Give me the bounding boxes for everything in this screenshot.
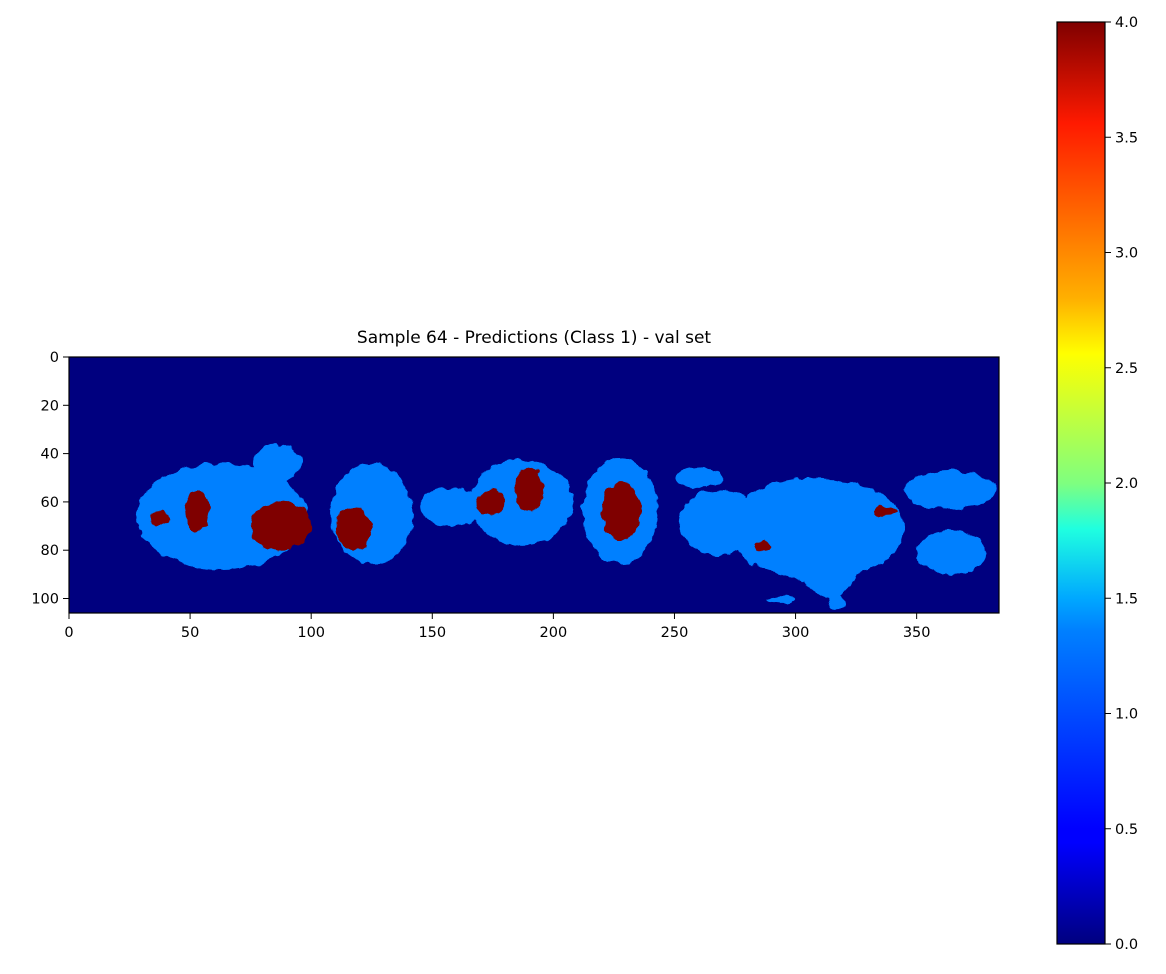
class-1-region: [674, 468, 723, 488]
plot-frame: [68, 356, 1000, 614]
x-tick-label: 150: [418, 625, 446, 641]
class-1-region: [904, 470, 997, 510]
heatmap-regions: [136, 443, 997, 611]
x-tick-label: 350: [903, 625, 931, 641]
class-1-region: [420, 487, 481, 527]
class-4-patch: [148, 511, 171, 527]
x-tick-label: 100: [297, 625, 325, 641]
colorbar-tick-label: 2.0: [1115, 476, 1138, 492]
colorbar-tick-label: 0.5: [1115, 822, 1138, 838]
y-tick-label: 80: [41, 543, 59, 559]
class-4-patch: [185, 489, 210, 531]
colorbar-tick-label: 2.5: [1115, 361, 1138, 377]
y-tick-label: 20: [41, 398, 59, 414]
colorbar: 0.0 0.5 1.0 1.5 2.0 2.5 3.0 3.5 4.0: [1056, 15, 1138, 953]
colorbar-tick-label: 0.0: [1115, 937, 1138, 953]
class-1-region: [253, 443, 302, 483]
class-4-patch: [601, 482, 641, 541]
x-tick-label: 200: [540, 625, 568, 641]
class-4-patch: [754, 540, 772, 551]
y-tick-label: 40: [41, 447, 59, 463]
class-1-region: [766, 596, 796, 604]
class-1-region: [795, 482, 864, 599]
y-tick-label: 60: [41, 495, 59, 511]
class-4-patch: [514, 468, 544, 512]
colorbar-tick-label: 3.0: [1115, 246, 1138, 262]
class-4-patch: [335, 506, 372, 551]
class-4-patch: [475, 489, 505, 517]
colorbar-tick-label: 1.5: [1115, 591, 1138, 607]
colorbar-tick-label: 4.0: [1115, 15, 1138, 31]
colorbar-tick-label: 3.5: [1115, 130, 1138, 146]
x-axis: 0 50 100 150 200 250 300 350: [64, 613, 931, 641]
colorbar-gradient: [1057, 22, 1105, 944]
class-1-region: [829, 593, 844, 611]
y-tick-label: 100: [31, 592, 59, 608]
class-4-patch: [873, 506, 898, 517]
x-tick-label: 50: [181, 625, 199, 641]
y-tick-label: 0: [50, 350, 59, 366]
chart-title: Sample 64 - Predictions (Class 1) - val …: [357, 328, 712, 348]
x-tick-label: 300: [782, 625, 810, 641]
colorbar-tick-label: 1.0: [1115, 707, 1138, 723]
plot-area: [68, 356, 1000, 614]
y-axis: 0 20 40 60 80 100: [31, 350, 69, 608]
colorbar-ticks: 0.0 0.5 1.0 1.5 2.0 2.5 3.0 3.5 4.0: [1105, 15, 1138, 953]
class-1-region: [916, 530, 985, 575]
x-tick-label: 250: [661, 625, 689, 641]
class-4-patch: [250, 501, 312, 551]
x-tick-label: 0: [64, 625, 73, 641]
